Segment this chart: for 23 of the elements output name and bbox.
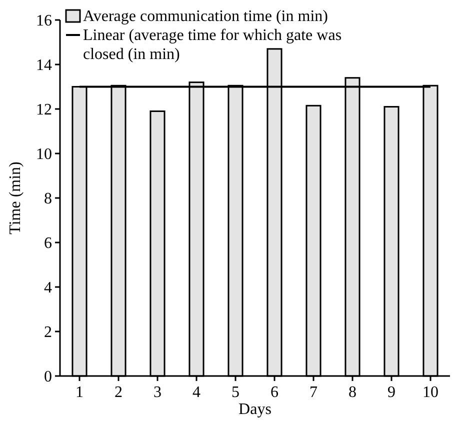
x-tick-label: 7: [310, 384, 318, 401]
x-tick-label: 6: [270, 384, 278, 401]
y-tick-label: 0: [44, 368, 52, 386]
y-tick-label: 6: [44, 235, 52, 252]
x-tick-label: 1: [76, 384, 84, 401]
x-tick-label: 2: [114, 384, 122, 401]
y-tick-label: 16: [36, 12, 52, 30]
legend-label: Average communication time (in min): [83, 8, 328, 25]
y-tick-label: 14: [36, 57, 52, 74]
x-tick-label: 10: [422, 384, 438, 401]
y-tick-label: 2: [44, 324, 52, 342]
y-tick-label: 10: [36, 146, 52, 164]
y-tick-label: 12: [36, 102, 52, 119]
x-axis-title: Days: [238, 401, 272, 418]
x-tick-label: 5: [232, 384, 240, 401]
x-tick-label: 3: [154, 384, 162, 401]
x-tick-label: 8: [348, 384, 356, 401]
y-tick-label: 4: [44, 280, 52, 297]
x-tick-label: 4: [192, 384, 200, 401]
y-tick-label: 8: [44, 190, 52, 208]
legend-label: Linear (average time for which gate was closed (in min): [83, 27, 342, 63]
y-axis-title: Time (min): [7, 162, 24, 234]
x-tick-label: 9: [388, 384, 396, 401]
